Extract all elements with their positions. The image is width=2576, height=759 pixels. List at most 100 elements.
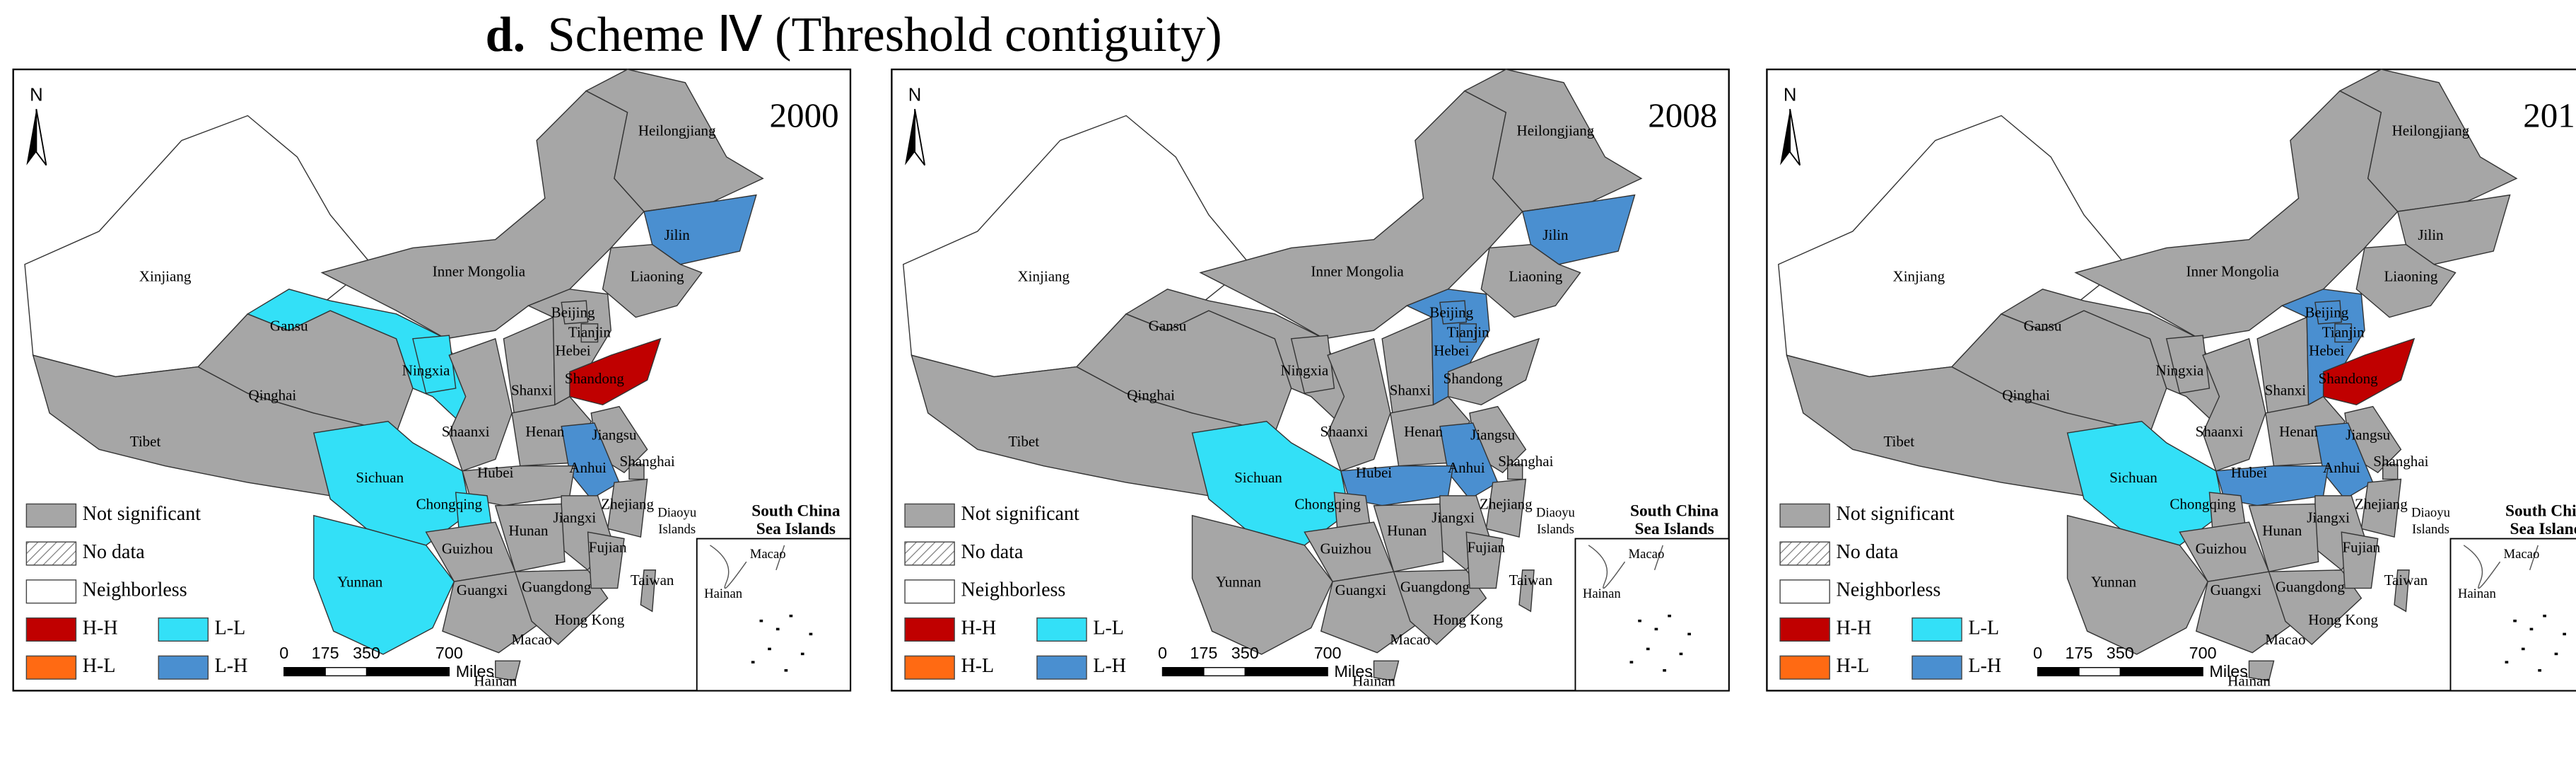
province-label: Yunnan <box>337 573 383 590</box>
inset-title: Sea Islands <box>1634 520 1714 538</box>
legend-swatch <box>1779 579 1830 604</box>
province-label: Henan <box>2279 423 2318 440</box>
legend-swatch <box>25 655 77 680</box>
inset-side-label: Islands <box>2412 522 2449 537</box>
scale-segment <box>1244 667 1328 677</box>
north-label: N <box>1784 85 1797 105</box>
legend-swatch <box>1779 655 1830 680</box>
scale-unit: Miles <box>1334 662 1372 680</box>
inset-island <box>2529 627 2534 631</box>
province-label: Jilin <box>665 226 691 243</box>
inset-island <box>1629 661 1634 664</box>
inset-frame <box>696 538 851 692</box>
province-label: Jiangsu <box>1470 427 1516 444</box>
legend-label: No data <box>961 541 1023 563</box>
legend-label: Not significant <box>83 503 201 525</box>
inset-island <box>2563 632 2566 636</box>
province-label: Hainan <box>2227 673 2271 690</box>
province-region <box>442 571 546 654</box>
province-label: Qinghai <box>2002 386 2050 403</box>
province-region <box>1518 569 1535 613</box>
province-label: Guizhou <box>442 540 493 557</box>
province-label: Qinghai <box>1127 386 1175 403</box>
province-label: Taiwan <box>1509 572 1553 589</box>
province-label: Sichuan <box>1234 469 1282 486</box>
inset-island <box>2505 661 2509 664</box>
province-label: Chongqing <box>1294 496 1361 513</box>
province-label: Inner Mongolia <box>1311 262 1404 279</box>
province-region <box>1439 422 1499 500</box>
province-region <box>1373 660 1400 682</box>
scale-tick-label: 175 <box>1190 644 1217 662</box>
inset-side-label: Diaoyu <box>657 506 697 521</box>
province-label: Hebei <box>2309 342 2344 359</box>
legend-label: H-L <box>961 655 994 677</box>
inset-island <box>2521 647 2525 651</box>
inset-title: South China <box>2505 502 2576 520</box>
north-arrow <box>26 109 37 166</box>
inset-coast <box>710 545 785 589</box>
inset-island <box>2554 652 2558 656</box>
province-label: Jiangxi <box>554 509 597 526</box>
province-label: Hainan <box>474 673 517 690</box>
map-panel: Xinjiang Tibet Qinghai Gansu Inner Mongolia H… <box>891 68 1730 692</box>
scale-tick-label: 350 <box>353 644 380 662</box>
province-label: Zhejiang <box>2355 496 2408 513</box>
province-label: Yunnan <box>2091 573 2137 590</box>
inset-island <box>1687 632 1691 636</box>
scale-tick-label: 350 <box>1231 644 1259 662</box>
province-label: Hubei <box>1356 464 1393 481</box>
province-label: Tianjin <box>568 324 611 341</box>
legend-label: No data <box>1837 541 1899 563</box>
inset-title: Sea Islands <box>2510 520 2576 538</box>
province-label: Hebei <box>1434 342 1469 359</box>
scale-tick-label: 0 <box>279 644 288 662</box>
province-label: Tibet <box>1883 433 1914 450</box>
province-label: Shaanxi <box>2196 423 2244 440</box>
inset-label: Hainan <box>1583 586 1622 601</box>
legend-swatch <box>904 655 955 680</box>
inset-island <box>800 652 804 656</box>
province-region <box>1191 514 1333 655</box>
province-label: Hong Kong <box>1433 611 1503 628</box>
province-label: Heilongjiang <box>2392 122 2470 139</box>
legend-swatch <box>904 579 955 604</box>
province-region <box>587 531 625 589</box>
province-region <box>2341 531 2379 589</box>
province-region <box>1327 337 1391 472</box>
province-label: Fujian <box>589 538 627 555</box>
legend-label: Not significant <box>961 503 1079 525</box>
province-label: Tianjin <box>1447 324 1489 341</box>
province-region <box>2314 300 2343 325</box>
legend-swatch <box>1036 617 1087 642</box>
province-label: Gansu <box>2024 317 2062 334</box>
north-arrow <box>1789 109 1801 166</box>
inset-island <box>751 661 755 664</box>
province-label: Jiangsu <box>2346 427 2391 444</box>
legend-label: L-L <box>215 617 246 639</box>
province-label: Shaanxi <box>442 423 490 440</box>
province-label: Gansu <box>270 317 308 334</box>
inset-island <box>1646 647 1650 651</box>
province-label: Shandong <box>565 370 625 387</box>
legend-label: Neighborless <box>83 579 187 601</box>
province-label: Guangdong <box>2276 578 2346 595</box>
province-label: Jilin <box>1542 226 1569 243</box>
legend-swatch <box>1911 655 1962 680</box>
inset-label: Macao <box>2504 547 2540 562</box>
year-label: 2015 <box>2523 95 2576 134</box>
province-label: Macao <box>512 631 552 648</box>
inset-side-label: Islands <box>1537 522 1574 537</box>
province-region <box>2355 243 2457 318</box>
province-region <box>495 660 521 682</box>
province-region <box>1290 335 1335 394</box>
province-region <box>494 503 566 573</box>
legend-swatch <box>904 541 955 566</box>
title-text: Scheme Ⅳ (Threshold contiguity) <box>548 8 1222 62</box>
province-region <box>2334 323 2353 343</box>
inset-island <box>775 627 780 631</box>
scale-unit: Miles <box>456 662 494 680</box>
province-label: Macao <box>1390 631 1430 648</box>
inset-frame <box>1574 538 1730 692</box>
province-label: Shanxi <box>2265 381 2307 398</box>
